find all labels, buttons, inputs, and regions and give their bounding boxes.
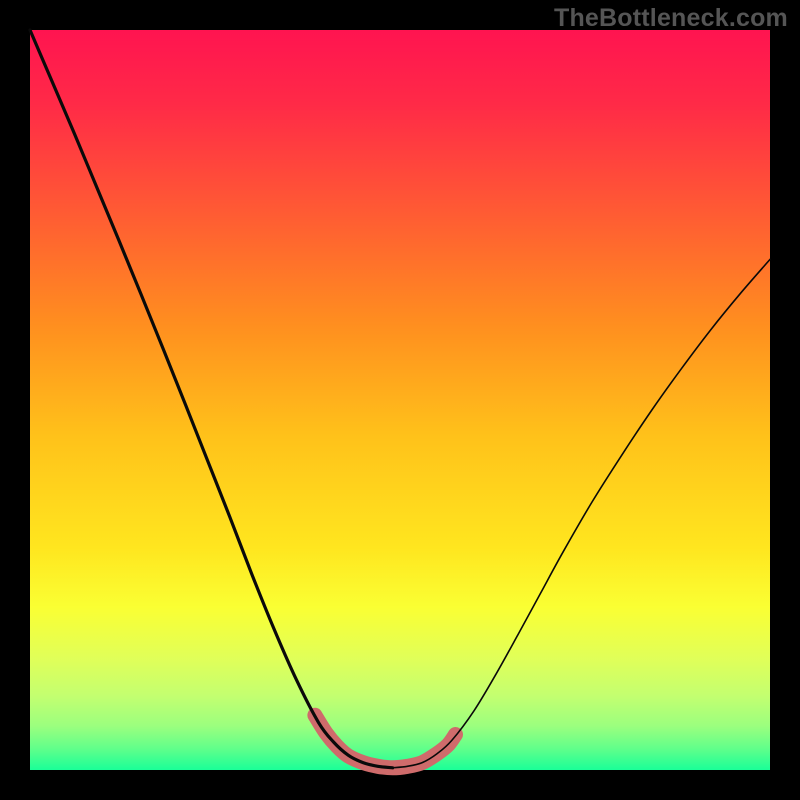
chart-container: { "watermark": { "text": "TheBottleneck.… <box>0 0 800 800</box>
watermark-text: TheBottleneck.com <box>554 4 788 33</box>
bottleneck-chart <box>0 0 800 800</box>
